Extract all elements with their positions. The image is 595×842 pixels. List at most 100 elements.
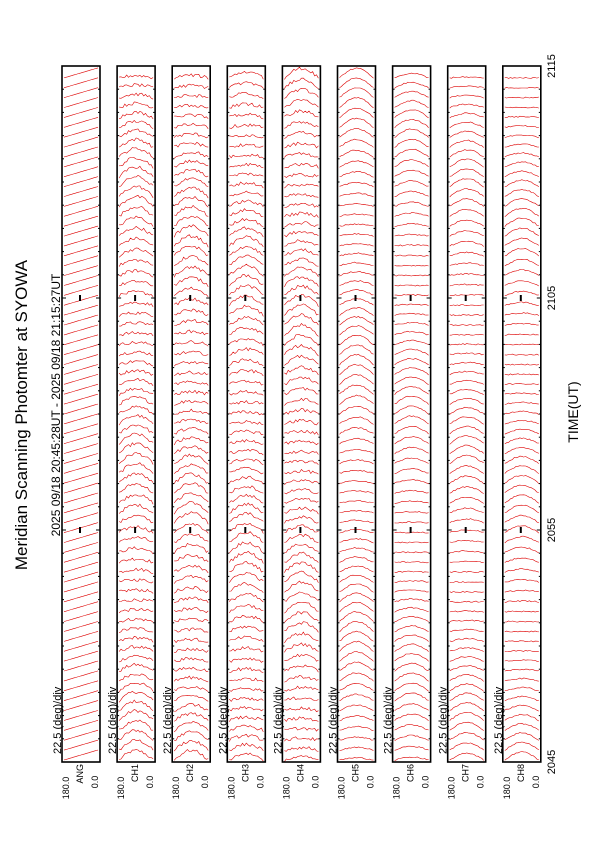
- trace-ch3-53: [229, 226, 264, 238]
- trace-ch1-16: [119, 598, 154, 602]
- trace-ch7-28: [449, 475, 484, 485]
- trace-ch8-29: [504, 465, 539, 474]
- trace-ch3-42: [229, 338, 264, 347]
- time-range-label: 2025 09/18 20:45:28UT - 2025 09/18 21:15…: [49, 273, 63, 536]
- trace-ch5-27: [339, 490, 374, 494]
- trace-ch2-52: [173, 234, 209, 248]
- trace-ch6-1: [394, 745, 429, 751]
- trace-ch7-5: [449, 702, 484, 712]
- trace-ch3-24: [229, 511, 264, 522]
- trace-ch1-3: [119, 719, 154, 731]
- trace-ang-8: [63, 670, 99, 682]
- trace-ch6-54: [394, 222, 429, 227]
- trace-ch7-41: [449, 352, 484, 356]
- panel-frame: [61, 65, 101, 763]
- trace-ch6-45: [394, 312, 429, 316]
- trace-ch5-13: [339, 621, 374, 633]
- trace-ch6-57: [394, 190, 429, 197]
- trace-ch6-39: [394, 367, 429, 376]
- trace-ch3-35: [229, 410, 264, 416]
- trace-ch2-44: [174, 319, 209, 326]
- trace-ang-24: [63, 512, 99, 523]
- trace-ch1-6: [118, 690, 154, 703]
- trace-ch2-4: [174, 712, 209, 722]
- trace-ch3-36: [229, 400, 264, 405]
- trace-ch2-69: [174, 73, 209, 80]
- trace-ch4-56: [284, 202, 319, 208]
- trace-ch3-15: [229, 603, 264, 614]
- trace-ch7-59: [449, 168, 484, 177]
- trace-ch3-28: [229, 475, 264, 485]
- trace-ch2-55: [174, 204, 209, 217]
- ytick-label-max: 180.0: [61, 777, 71, 800]
- trace-ch7-16: [449, 600, 484, 603]
- trace-ch5-33: [339, 426, 374, 435]
- trace-ch2-29: [173, 463, 209, 474]
- trace-ch4-53: [284, 230, 319, 238]
- trace-ch1-22: [118, 536, 154, 543]
- trace-ch5-67: [339, 87, 374, 98]
- trace-ch3-5: [229, 706, 264, 712]
- x-tick-2115: 2115: [546, 54, 558, 78]
- trace-ang-66: [63, 97, 99, 108]
- trace-ch8-9: [504, 668, 539, 672]
- trace-ch5-38: [339, 374, 374, 385]
- ytick-label-max: 180.0: [502, 777, 512, 800]
- trace-ang-50: [63, 255, 99, 266]
- trace-ch3-51: [229, 245, 264, 256]
- trace-ch7-22: [449, 539, 484, 543]
- trace-ang-26: [63, 492, 99, 504]
- trace-ch1-53: [118, 226, 154, 236]
- trace-ch7-20: [449, 560, 484, 564]
- trace-ch6-42: [394, 339, 429, 346]
- scale-label: 22.5 (deg)/div: [162, 686, 174, 754]
- trace-ch2-62: [174, 141, 209, 148]
- trace-ch3-47: [229, 284, 264, 296]
- trace-ch4-52: [284, 239, 319, 247]
- trace-ch6-17: [394, 589, 429, 593]
- trace-ch3-57: [229, 190, 264, 197]
- trace-ang-29: [63, 463, 99, 474]
- trace-ch3-52: [229, 235, 264, 247]
- trace-ch3-49: [229, 263, 264, 277]
- trace-ch8-42: [504, 343, 539, 346]
- trace-ch3-0: [229, 752, 264, 762]
- trace-ch3-43: [229, 326, 264, 336]
- trace-ch5-3: [339, 725, 374, 731]
- trace-ch6-55: [394, 212, 429, 217]
- trace-ch3-66: [229, 102, 264, 109]
- trace-ch7-37: [449, 389, 484, 396]
- trace-ch4-44: [284, 313, 319, 326]
- trace-ch5-45: [339, 306, 374, 316]
- trace-ch2-45: [174, 308, 209, 317]
- trace-ch6-67: [394, 90, 429, 98]
- trace-ch8-1: [504, 741, 539, 751]
- trace-ch2-3: [173, 721, 209, 733]
- trace-ch2-7: [174, 686, 209, 692]
- trace-ch8-30: [504, 455, 540, 464]
- trace-ch4-0: [284, 755, 319, 762]
- trace-ch3-2: [229, 733, 264, 742]
- trace-ch1-12: [118, 636, 154, 643]
- trace-ch4-59: [284, 172, 319, 178]
- trace-ch4-68: [284, 77, 319, 90]
- trace-ch2-53: [173, 224, 209, 238]
- trace-ang-2: [63, 729, 99, 741]
- trace-ch1-14: [119, 617, 154, 623]
- trace-ang-64: [63, 117, 99, 128]
- trace-ch3-11: [229, 646, 264, 653]
- trace-ch7-43: [449, 334, 484, 336]
- trace-ang-60: [63, 156, 99, 168]
- trace-ch4-3: [284, 726, 319, 732]
- trace-ch4-11: [284, 642, 319, 653]
- trace-ch5-1: [339, 746, 374, 751]
- trace-ch2-8: [173, 675, 209, 683]
- trace-ch2-28: [173, 472, 209, 484]
- trace-ang-27: [63, 482, 99, 494]
- trace-ang-5: [63, 700, 99, 711]
- trace-ang-28: [63, 472, 99, 484]
- trace-ch7-50: [449, 262, 484, 266]
- trace-ch4-6: [284, 696, 319, 701]
- trace-ch6-62: [394, 138, 429, 148]
- trace-ang-43: [63, 324, 99, 336]
